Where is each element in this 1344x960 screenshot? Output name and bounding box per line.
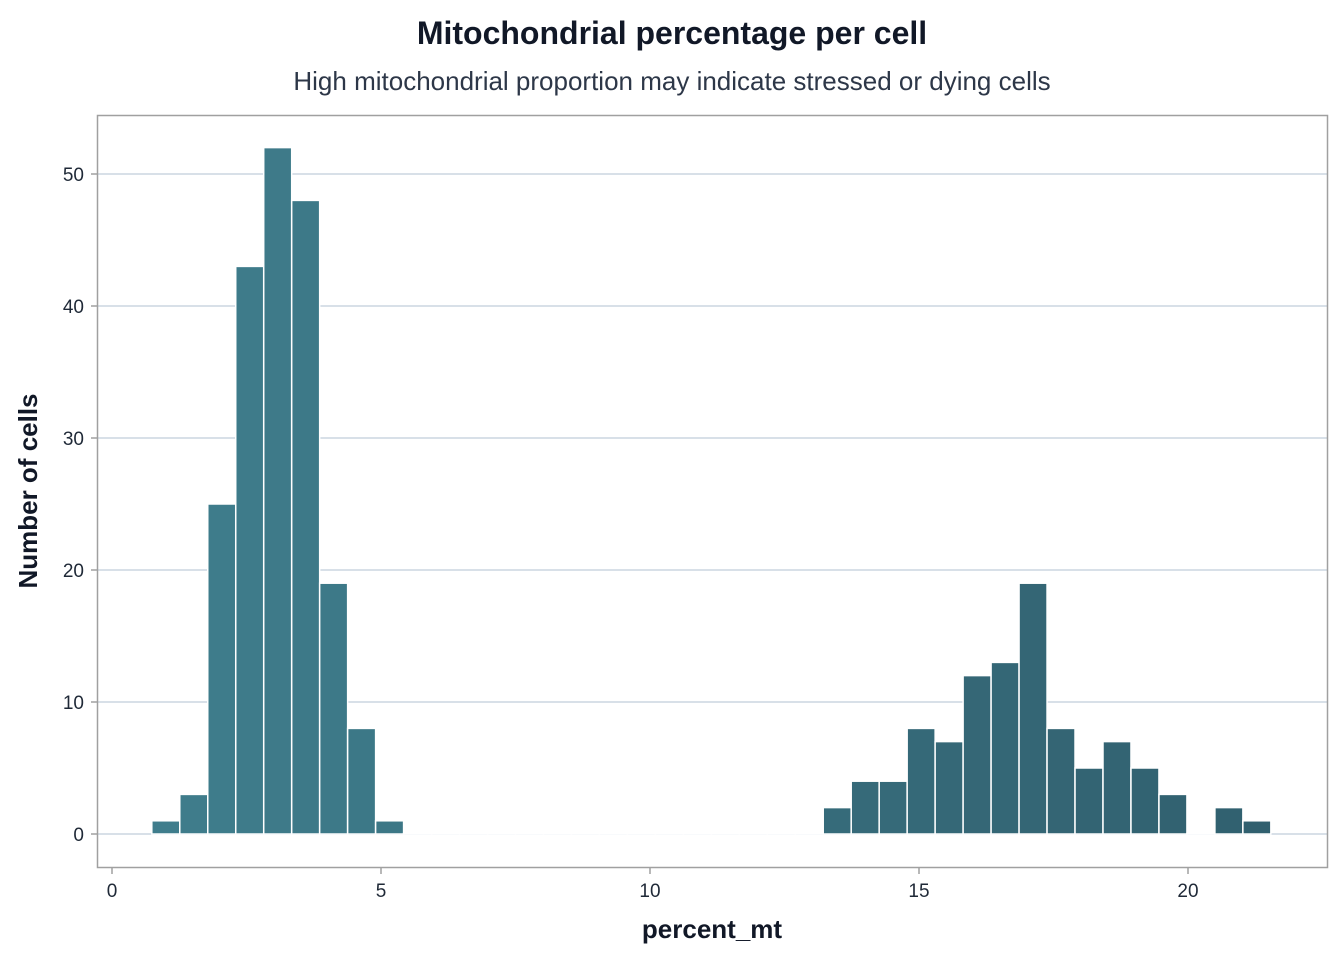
- histogram-bar: [766, 832, 797, 835]
- y-tick-label: 0: [73, 825, 84, 846]
- y-tick-label: 10: [63, 693, 84, 714]
- histogram-bar: [906, 727, 936, 835]
- histogram-bar: [542, 832, 573, 835]
- y-tick-label: 30: [63, 429, 84, 450]
- x-axis: 0 5 10 15 20: [107, 868, 1199, 902]
- histogram-bar: [1214, 806, 1244, 835]
- histogram-bar: [878, 780, 908, 835]
- y-axis: 0 10 20 30 40 50: [63, 165, 97, 846]
- histogram-bar: [1074, 767, 1104, 835]
- histogram-bar: [234, 265, 265, 835]
- histogram-bar: [374, 820, 405, 835]
- histogram-bar: [151, 820, 181, 835]
- histogram-bar: [1186, 832, 1216, 835]
- histogram-bar: [598, 832, 629, 835]
- histogram-bar: [318, 582, 349, 835]
- x-tick-label: 5: [376, 881, 387, 902]
- histogram-bar: [822, 806, 852, 835]
- histogram-bar: [486, 832, 517, 835]
- histogram-bar: [402, 832, 433, 835]
- x-tick-label: 0: [107, 881, 118, 902]
- histogram-bar: [654, 832, 685, 835]
- histogram-bar: [738, 832, 769, 835]
- panel-frame: [96, 114, 1329, 869]
- y-tick-label: 20: [63, 561, 84, 582]
- x-tick-label: 20: [1177, 881, 1198, 902]
- histogram-bar: [1046, 727, 1076, 835]
- histogram-bar: [1158, 793, 1188, 835]
- histogram-bar: [262, 146, 293, 835]
- x-axis-label: percent_mt: [642, 914, 782, 944]
- histogram-bar: [458, 832, 489, 835]
- chart-title: Mitochondrial percentage per cell: [417, 15, 927, 51]
- chart-subtitle: High mitochondrial proportion may indica…: [293, 66, 1050, 96]
- histogram-bar: [290, 199, 321, 835]
- histogram-bar: [207, 503, 237, 835]
- histogram-bar: [1242, 820, 1272, 835]
- bars: [151, 146, 1272, 835]
- y-tick-label: 40: [63, 297, 84, 318]
- histogram-bar: [850, 780, 880, 835]
- histogram-bar: [1018, 582, 1048, 835]
- histogram-bar: [626, 832, 657, 835]
- y-tick-label: 50: [63, 165, 84, 186]
- histogram-bar: [1130, 767, 1160, 835]
- histogram-bar: [794, 832, 824, 835]
- histogram-bar: [179, 793, 209, 835]
- histogram-bar: [570, 832, 601, 835]
- histogram-bar: [346, 727, 377, 835]
- histogram-bar: [990, 661, 1020, 835]
- histogram-bar: [682, 832, 713, 835]
- histogram-bar: [962, 674, 992, 835]
- histogram-bar: [430, 832, 461, 835]
- y-axis-label: Number of cells: [13, 393, 43, 588]
- histogram-bar: [1102, 740, 1132, 835]
- histogram-bar: [514, 832, 545, 835]
- x-tick-label: 15: [908, 881, 929, 902]
- histogram-bar: [934, 740, 964, 835]
- histogram-bar: [710, 832, 741, 835]
- x-tick-label: 10: [639, 881, 660, 902]
